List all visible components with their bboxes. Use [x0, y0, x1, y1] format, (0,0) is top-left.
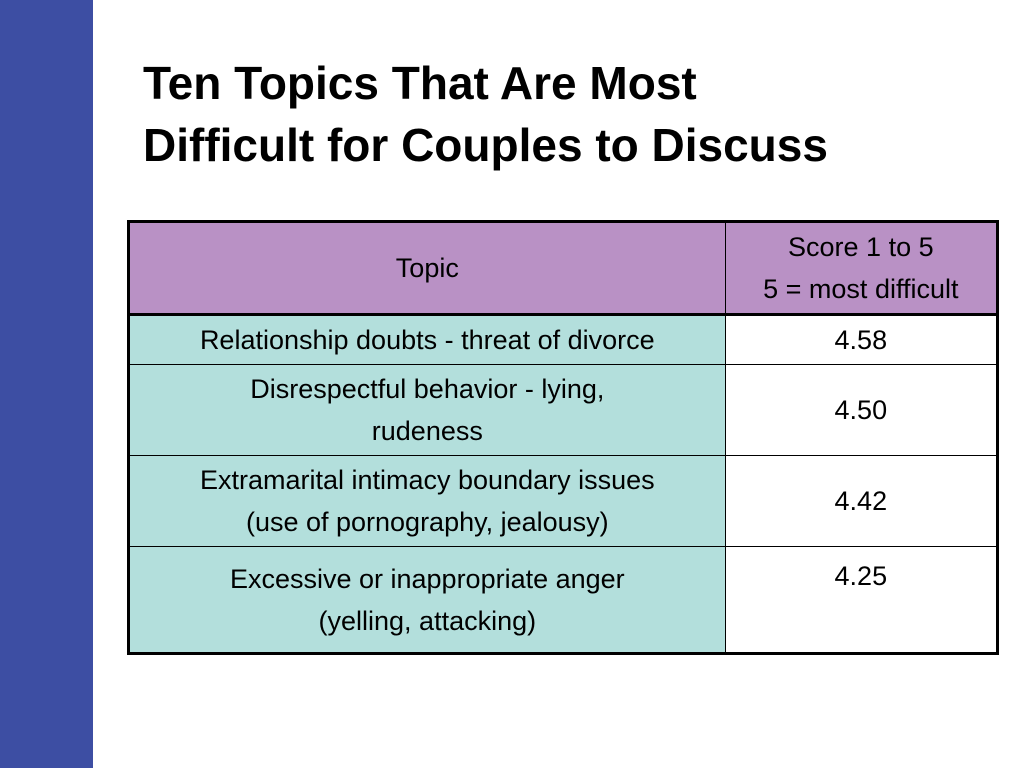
topic-line-2: rudeness [371, 416, 483, 446]
header-score: Score 1 to 5 5 = most difficult [724, 221, 999, 316]
table-row: Excessive or inappropriate anger (yellin… [128, 546, 999, 654]
score-cell: 4.50 [724, 364, 999, 456]
slide-title: Ten Topics That Are Most Difficult for C… [143, 52, 1013, 176]
topic-cell: Excessive or inappropriate anger (yellin… [128, 546, 726, 654]
table-header-row: Topic Score 1 to 5 5 = most difficult [128, 221, 999, 316]
header-score-line-2: 5 = most difficult [763, 274, 959, 304]
topic-line-1: Extramarital intimacy boundary issues [199, 465, 655, 495]
table-row: Disrespectful behavior - lying, rudeness… [128, 364, 999, 456]
topics-table: Topic Score 1 to 5 5 = most difficult Re… [127, 220, 999, 655]
topic-line-1: Disrespectful behavior - lying, [250, 374, 605, 404]
header-score-line-1: Score 1 to 5 [788, 232, 934, 262]
header-topic: Topic [128, 221, 726, 316]
header-topic-label: Topic [395, 253, 459, 283]
score-cell: 4.25 [724, 546, 999, 654]
topic-cell: Extramarital intimacy boundary issues (u… [128, 455, 726, 547]
topic-line-1: Excessive or inappropriate anger [229, 563, 625, 594]
score-cell: 4.42 [724, 455, 999, 547]
left-accent-bar [0, 0, 93, 768]
table-row: Relationship doubts - threat of divorce … [128, 314, 999, 365]
score-cell: 4.58 [724, 314, 999, 365]
slide-title-line-2: Difficult for Couples to Discuss [143, 119, 828, 171]
topic-cell: Disrespectful behavior - lying, rudeness [128, 364, 726, 456]
topic-line-1: Relationship doubts - threat of divorce [199, 325, 655, 355]
topic-cell: Relationship doubts - threat of divorce [128, 314, 726, 365]
topic-line-2: (yelling, attacking) [318, 605, 537, 636]
table-row: Extramarital intimacy boundary issues (u… [128, 455, 999, 547]
slide-title-line-1: Ten Topics That Are Most [143, 57, 697, 109]
topic-line-2: (use of pornography, jealousy) [245, 507, 609, 537]
